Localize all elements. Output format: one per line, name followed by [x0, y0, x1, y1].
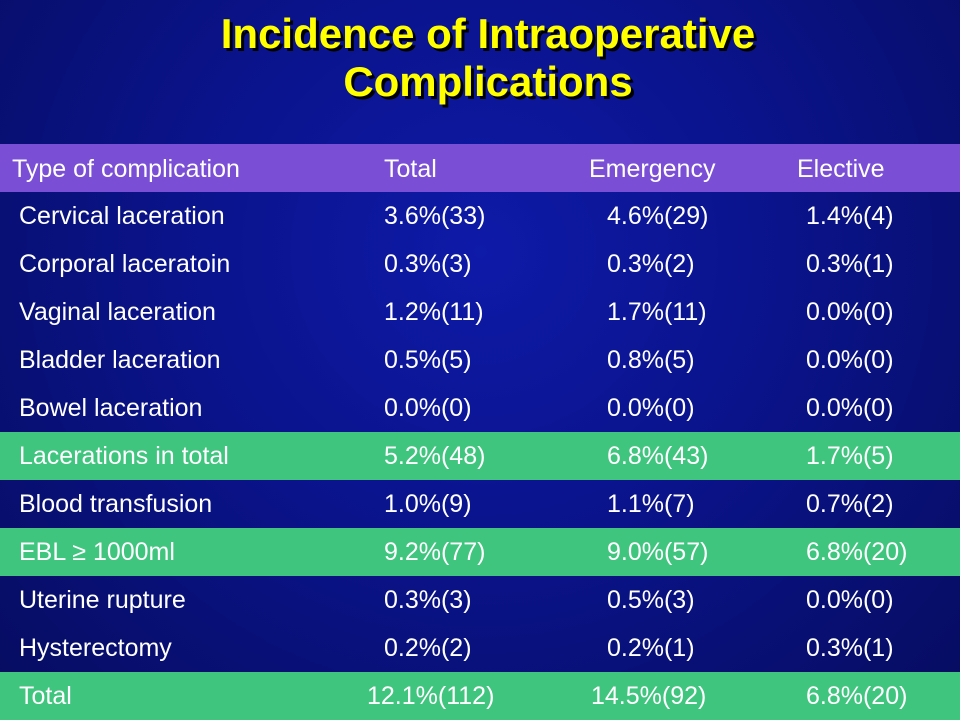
table-header-row: Type of complication Total Emergency Ele…: [0, 144, 960, 192]
cell-type: Bowel laceration: [19, 394, 203, 422]
cell-total: 0.0%(0): [384, 394, 472, 422]
slide-title-line-1: Incidence of Intraoperative: [220, 10, 756, 57]
cell-elective: 6.8%(20): [806, 538, 908, 566]
table-row-highlighted: EBL ≥ 1000ml 9.2%(77) 9.0%(57) 6.8%(20): [0, 528, 960, 576]
cell-total: 0.3%(3): [384, 586, 472, 614]
complications-table: Type of complication Total Emergency Ele…: [0, 144, 960, 720]
cell-type: Hysterectomy: [19, 634, 172, 662]
cell-type: Lacerations in total: [19, 442, 229, 470]
table-row: Bowel laceration 0.0%(0) 0.0%(0) 0.0%(0): [0, 384, 960, 432]
header-type: Type of complication: [12, 155, 240, 183]
header-elective: Elective: [797, 155, 885, 183]
cell-emergency: 6.8%(43): [607, 442, 709, 470]
table-row-highlighted: Lacerations in total 5.2%(48) 6.8%(43) 1…: [0, 432, 960, 480]
cell-emergency: 1.1%(7): [607, 490, 695, 518]
cell-elective: 1.7%(5): [806, 442, 894, 470]
cell-elective: 0.3%(1): [806, 250, 894, 278]
table-row: Vaginal laceration 1.2%(11) 1.7%(11) 0.0…: [0, 288, 960, 336]
table-row: Blood transfusion 1.0%(9) 1.1%(7) 0.7%(2…: [0, 480, 960, 528]
cell-elective: 0.0%(0): [806, 394, 894, 422]
slide-title-line-2: Complications: [343, 58, 633, 105]
cell-type: EBL ≥ 1000ml: [19, 538, 175, 566]
cell-emergency: 4.6%(29): [607, 202, 709, 230]
cell-elective: 0.7%(2): [806, 490, 894, 518]
table-row: Corporal laceratoin 0.3%(3) 0.3%(2) 0.3%…: [0, 240, 960, 288]
cell-elective: 6.8%(20): [806, 682, 908, 710]
cell-type: Bladder laceration: [19, 346, 221, 374]
table-row: Hysterectomy 0.2%(2) 0.2%(1) 0.3%(1): [0, 624, 960, 672]
cell-emergency: 0.8%(5): [607, 346, 695, 374]
cell-total: 1.2%(11): [384, 298, 484, 326]
table-row: Uterine rupture 0.3%(3) 0.5%(3) 0.0%(0): [0, 576, 960, 624]
cell-type: Blood transfusion: [19, 490, 213, 518]
cell-emergency: 0.5%(3): [607, 586, 695, 614]
cell-elective: 0.0%(0): [806, 346, 894, 374]
cell-total: 9.2%(77): [384, 538, 486, 566]
cell-emergency: 14.5%(92): [591, 682, 707, 710]
cell-emergency: 0.0%(0): [607, 394, 695, 422]
table-row: Cervical laceration 3.6%(33) 4.6%(29) 1.…: [0, 192, 960, 240]
cell-elective: 1.4%(4): [806, 202, 894, 230]
cell-total: 0.3%(3): [384, 250, 472, 278]
cell-elective: 0.0%(0): [806, 586, 894, 614]
cell-elective: 0.3%(1): [806, 634, 894, 662]
cell-type: Vaginal laceration: [19, 298, 216, 326]
cell-emergency: 0.3%(2): [607, 250, 695, 278]
cell-emergency: 1.7%(11): [607, 298, 707, 326]
cell-total: 1.0%(9): [384, 490, 472, 518]
cell-type: Cervical laceration: [19, 202, 225, 230]
cell-total: 12.1%(112): [367, 682, 495, 710]
cell-elective: 0.0%(0): [806, 298, 894, 326]
cell-total: 3.6%(33): [384, 202, 486, 230]
cell-total: 0.5%(5): [384, 346, 472, 374]
cell-total: 0.2%(2): [384, 634, 472, 662]
cell-emergency: 0.2%(1): [607, 634, 695, 662]
header-emergency: Emergency: [589, 155, 716, 183]
cell-total: 5.2%(48): [384, 442, 486, 470]
slide-title: Incidence of Intraoperative Complication…: [0, 10, 960, 106]
table-row-total: Total 12.1%(112) 14.5%(92) 6.8%(20): [0, 672, 960, 720]
table-row: Bladder laceration 0.5%(5) 0.8%(5) 0.0%(…: [0, 336, 960, 384]
header-total: Total: [384, 155, 437, 183]
cell-emergency: 9.0%(57): [607, 538, 709, 566]
cell-type: Total: [19, 682, 72, 710]
cell-type: Corporal laceratoin: [19, 250, 231, 278]
cell-type: Uterine rupture: [19, 586, 186, 614]
